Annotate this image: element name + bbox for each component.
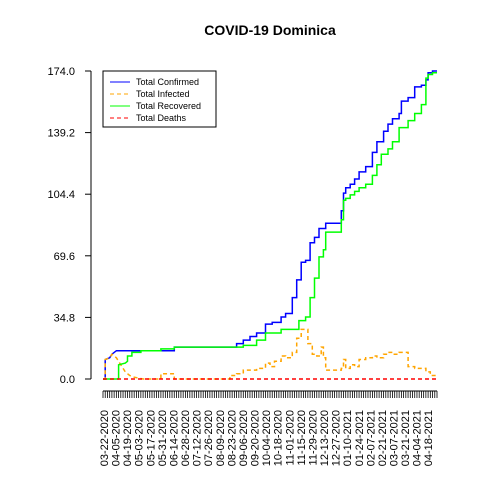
x-tick-label: 08-23-2020 <box>226 410 238 466</box>
x-tick-label: 07-26-2020 <box>203 410 215 466</box>
y-tick-label: 174.0 <box>47 66 75 78</box>
legend: Total Confirmed Total Infected Total Recov… <box>102 70 217 128</box>
x-tick-label: 06-28-2020 <box>180 410 192 466</box>
legend-box <box>102 70 217 128</box>
series-line-total-recovered <box>103 72 437 380</box>
y-tick-label: 139.2 <box>47 128 75 140</box>
chart-title: COVID-19 Dominica <box>204 22 336 38</box>
x-tick-label: 02-07-2021 <box>365 410 377 466</box>
x-tick-label: 03-07-2021 <box>389 410 401 466</box>
x-tick-label: 04-19-2020 <box>122 410 134 466</box>
x-tick-label: 04-18-2021 <box>423 410 435 466</box>
x-tick-label: 09-06-2020 <box>238 410 250 466</box>
x-tick-label: 11-01-2020 <box>284 410 296 465</box>
legend-label: Total Recovered <box>136 101 201 111</box>
x-tick-label: 04-05-2020 <box>111 410 123 466</box>
legend-label: Total Confirmed <box>136 77 199 87</box>
x-tick-label: 05-17-2020 <box>145 410 157 466</box>
x-tick-label: 03-22-2020 <box>99 410 111 466</box>
x-tick-label: 10-04-2020 <box>261 410 273 466</box>
y-tick-label: 34.8 <box>54 312 75 324</box>
legend-label: Total Infected <box>136 89 190 99</box>
y-tick-label: 104.4 <box>47 189 75 201</box>
x-tick-label: 11-15-2020 <box>296 410 308 465</box>
series-line-total-confirmed <box>103 70 437 380</box>
x-tick-label: 04-04-2021 <box>412 410 424 466</box>
x-tick-label: 12-27-2020 <box>331 410 343 466</box>
x-tick-label: 10-18-2020 <box>273 410 285 466</box>
y-tick-label: 69.6 <box>54 251 75 263</box>
y-tick-label: 0.0 <box>60 374 75 386</box>
x-tick-label: 12-13-2020 <box>319 410 331 466</box>
x-tick-label: 07-12-2020 <box>192 410 204 466</box>
x-tick-label: 06-14-2020 <box>168 410 180 466</box>
x-tick-label: 01-24-2021 <box>354 410 366 466</box>
x-tick-label: 08-09-2020 <box>215 410 227 466</box>
series-line-total-infected <box>103 328 437 380</box>
x-tick-label: 02-21-2021 <box>377 410 389 466</box>
x-tick-label: 09-20-2020 <box>250 410 262 466</box>
legend-label: Total Deaths <box>136 113 187 123</box>
x-tick-label: 01-10-2021 <box>342 410 354 466</box>
x-tick-label: 11-29-2020 <box>307 410 319 465</box>
x-tick-label: 03-21-2021 <box>400 410 412 466</box>
x-tick-label: 05-31-2020 <box>157 410 169 466</box>
x-tick-label: 05-03-2020 <box>134 410 146 466</box>
series-layer <box>103 70 437 380</box>
